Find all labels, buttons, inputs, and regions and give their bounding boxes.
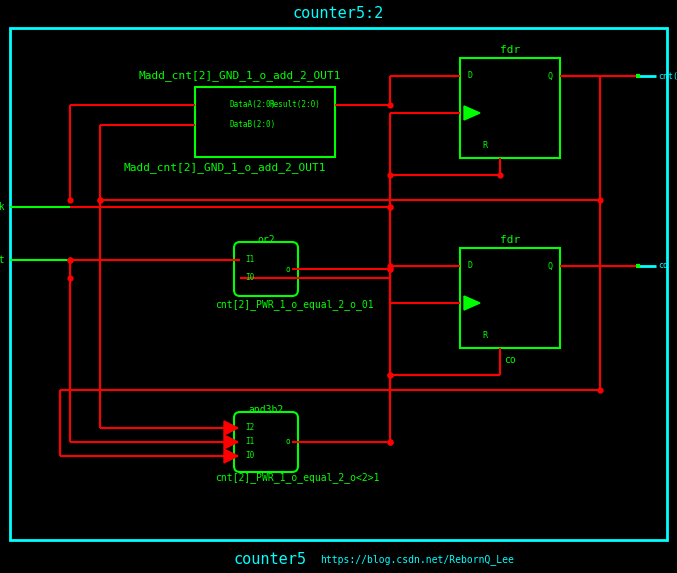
Polygon shape: [464, 296, 480, 310]
Polygon shape: [464, 106, 480, 120]
Text: fdr: fdr: [500, 45, 520, 55]
Text: Madd_cnt[2]_GND_1_o_add_2_OUT1: Madd_cnt[2]_GND_1_o_add_2_OUT1: [124, 163, 326, 174]
Polygon shape: [224, 435, 238, 449]
Text: and3b2: and3b2: [248, 405, 284, 415]
Text: or2: or2: [257, 235, 275, 245]
Text: cnt[2]_PWR_1_o_equal_2_o<2>1: cnt[2]_PWR_1_o_equal_2_o<2>1: [215, 473, 380, 484]
Text: https://blog.csdn.net/RebornQ_Lee: https://blog.csdn.net/RebornQ_Lee: [320, 555, 514, 566]
Text: o: o: [286, 438, 290, 446]
Text: cnt[2]_PWR_1_o_equal_2_o_01: cnt[2]_PWR_1_o_equal_2_o_01: [215, 300, 374, 311]
Text: I2: I2: [245, 423, 255, 433]
Bar: [10, 28, 667, 540]
Bar: [460, 248, 560, 348]
Text: I0: I0: [245, 273, 255, 282]
Text: I1: I1: [245, 256, 255, 265]
Text: rst: rst: [0, 255, 5, 265]
FancyBboxPatch shape: [234, 412, 298, 472]
Text: co: co: [658, 261, 668, 270]
Text: fdr: fdr: [500, 235, 520, 245]
Text: Q: Q: [548, 72, 552, 80]
Text: cnt(2:0): cnt(2:0): [658, 72, 677, 80]
Polygon shape: [224, 421, 238, 435]
Text: counter5: counter5: [234, 552, 307, 567]
Text: Result(2:0): Result(2:0): [270, 100, 321, 109]
Text: o: o: [286, 265, 290, 273]
Text: counter5:2: counter5:2: [292, 6, 384, 22]
Text: C: C: [468, 299, 473, 308]
Bar: [195, 87, 335, 157]
Text: DataB(2:0): DataB(2:0): [230, 120, 276, 129]
Text: clk: clk: [0, 202, 5, 212]
Text: co: co: [504, 355, 516, 365]
FancyBboxPatch shape: [234, 242, 298, 296]
Text: I0: I0: [245, 452, 255, 461]
Text: D: D: [468, 72, 473, 80]
Text: DataA(2:0): DataA(2:0): [230, 100, 276, 109]
Text: Madd_cnt[2]_GND_1_o_add_2_OUT1: Madd_cnt[2]_GND_1_o_add_2_OUT1: [139, 70, 341, 81]
Text: R: R: [483, 142, 487, 151]
Text: D: D: [468, 261, 473, 270]
Text: Q: Q: [548, 261, 552, 270]
Text: I1: I1: [245, 438, 255, 446]
Bar: [460, 58, 560, 158]
Polygon shape: [224, 449, 238, 463]
Text: C: C: [468, 108, 473, 117]
Text: R: R: [483, 332, 487, 340]
